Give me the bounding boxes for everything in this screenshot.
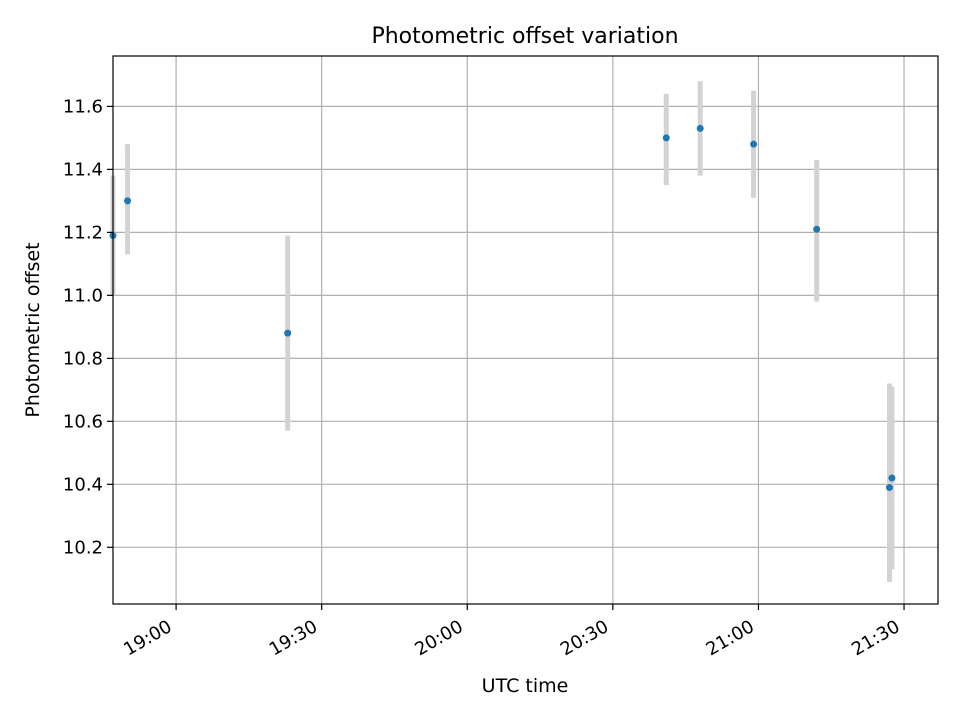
data-point (885, 483, 893, 491)
data-point (662, 134, 670, 142)
x-axis-label: UTC time (482, 675, 569, 697)
grid (113, 56, 938, 604)
data-point (284, 329, 292, 337)
y-tick-label: 11.2 (63, 222, 103, 243)
x-axis-ticks: 19:00 19:30 20:00 20:30 21:00 21:30 (120, 604, 905, 660)
errorbars (110, 81, 895, 582)
x-tick-label: 21:00 (703, 616, 758, 660)
y-tick-label: 10.2 (63, 537, 103, 558)
x-tick-label: 21:30 (848, 616, 903, 660)
y-tick-label: 10.8 (63, 348, 103, 369)
y-axis-label: Photometric offset (22, 242, 44, 417)
y-axis-ticks: 10.2 10.4 10.6 10.8 11.0 11.2 11.4 11.6 (63, 96, 113, 558)
y-tick-label: 10.4 (63, 474, 103, 495)
data-point (124, 197, 132, 205)
x-tick-label: 19:00 (120, 616, 175, 660)
x-tick-label: 20:00 (411, 616, 466, 660)
y-tick-label: 11.6 (63, 96, 103, 117)
x-tick-label: 20:30 (557, 616, 612, 660)
data-points (109, 124, 896, 491)
y-tick-label: 11.4 (63, 159, 103, 180)
data-point (813, 225, 821, 233)
chart-title: Photometric offset variation (371, 24, 678, 49)
y-tick-label: 10.6 (63, 411, 103, 432)
data-point (888, 474, 896, 482)
y-tick-label: 11.0 (63, 285, 103, 306)
data-point (696, 124, 704, 132)
x-tick-label: 19:30 (266, 616, 321, 660)
data-point (750, 140, 758, 148)
plot-area-frame (112, 55, 939, 605)
